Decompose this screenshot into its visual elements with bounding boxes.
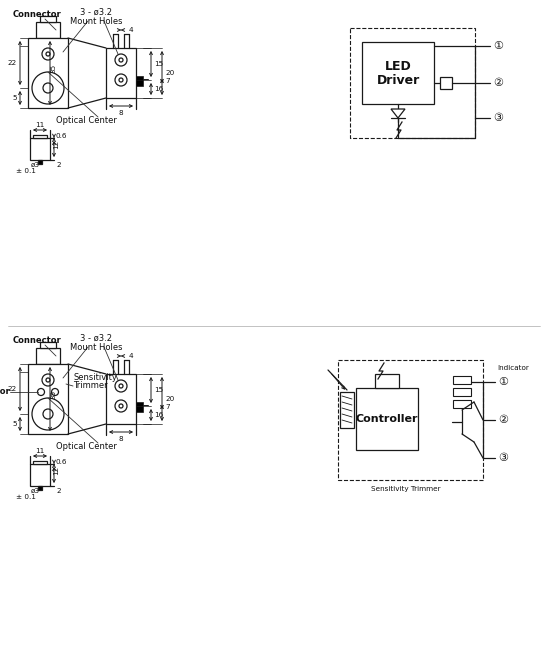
Text: 20: 20 [165, 70, 174, 76]
Text: Controller: Controller [356, 414, 418, 424]
Circle shape [46, 52, 50, 56]
Text: 22: 22 [8, 386, 17, 392]
Text: 11: 11 [35, 122, 45, 128]
Text: 22: 22 [8, 60, 17, 66]
Text: Sensitivity: Sensitivity [73, 373, 117, 382]
Text: Optical Center: Optical Center [55, 116, 116, 125]
Bar [30, 138, 50, 160]
Text: Trimmer: Trimmer [73, 381, 108, 390]
Circle shape [42, 48, 54, 60]
Circle shape [115, 400, 127, 412]
Text: 4: 4 [129, 27, 134, 33]
Bar [38, 160, 42, 164]
Bar [453, 388, 471, 396]
Text: ①: ① [498, 377, 508, 387]
Text: Driver: Driver [376, 74, 419, 86]
Bar [356, 388, 418, 450]
Bar [136, 76, 143, 86]
Circle shape [38, 389, 44, 396]
Circle shape [42, 374, 54, 386]
Circle shape [115, 380, 127, 392]
Circle shape [46, 378, 50, 382]
Bar [36, 348, 60, 364]
Bar [362, 42, 434, 104]
Bar [30, 464, 50, 486]
Text: 16: 16 [154, 412, 164, 418]
Bar [338, 360, 483, 480]
Text: 35: 35 [50, 390, 56, 399]
Text: Optical Center: Optical Center [55, 442, 116, 451]
Circle shape [52, 389, 58, 396]
Circle shape [119, 78, 123, 82]
Text: 15: 15 [154, 61, 164, 67]
Bar [136, 402, 143, 412]
Text: 15: 15 [154, 387, 164, 393]
Polygon shape [391, 109, 405, 118]
Text: 7: 7 [165, 404, 170, 410]
Bar [28, 364, 68, 434]
Text: ± 0.1: ± 0.1 [16, 168, 36, 174]
Circle shape [119, 384, 123, 388]
Text: 16: 16 [154, 86, 164, 92]
Circle shape [119, 58, 123, 62]
Bar [106, 48, 136, 98]
Text: ②: ② [493, 78, 503, 88]
Circle shape [32, 398, 64, 430]
Text: 5: 5 [12, 421, 17, 427]
Text: ③: ③ [498, 453, 508, 463]
Text: 5: 5 [12, 95, 17, 101]
Text: 2: 2 [56, 162, 60, 168]
Text: Connector: Connector [13, 336, 62, 345]
Text: 20: 20 [165, 396, 174, 402]
Text: Mount Holes: Mount Holes [70, 343, 122, 352]
Text: 0.6: 0.6 [56, 460, 68, 466]
Bar [40, 16, 56, 22]
Text: Mount Holes: Mount Holes [70, 17, 122, 26]
Text: 12: 12 [53, 466, 59, 475]
Text: Sensitivity Trimmer: Sensitivity Trimmer [371, 486, 440, 492]
Text: 4: 4 [129, 353, 134, 359]
Text: ③: ③ [493, 113, 503, 123]
Text: ø3: ø3 [31, 488, 40, 494]
Circle shape [43, 83, 53, 93]
Circle shape [119, 404, 123, 408]
Text: ①: ① [493, 41, 503, 51]
Text: 12: 12 [53, 140, 59, 149]
Text: ± 0.1: ± 0.1 [16, 494, 36, 500]
Bar [38, 486, 42, 490]
Text: Indicator: Indicator [497, 365, 529, 371]
Text: ø3: ø3 [31, 162, 40, 168]
Text: 8: 8 [119, 436, 123, 442]
Circle shape [115, 74, 127, 86]
Circle shape [32, 72, 64, 104]
Text: 11: 11 [35, 448, 45, 454]
Bar [350, 28, 475, 138]
Bar [375, 374, 399, 388]
Bar [106, 374, 136, 424]
Bar [33, 135, 47, 138]
Text: 8: 8 [119, 110, 123, 116]
Bar [440, 77, 452, 89]
Text: 2: 2 [56, 488, 60, 494]
Bar [36, 22, 60, 38]
Text: LED: LED [385, 59, 412, 72]
Bar [453, 376, 471, 384]
Bar [40, 342, 56, 348]
Text: ②: ② [498, 415, 508, 425]
Text: 0.6: 0.6 [56, 133, 68, 140]
Bar [453, 400, 471, 408]
Bar [33, 461, 47, 464]
Bar [340, 392, 354, 428]
Text: Indicator: Indicator [0, 387, 10, 396]
Text: 3 - ø3.2: 3 - ø3.2 [80, 8, 112, 17]
Text: Connector: Connector [13, 10, 62, 19]
Text: 3 - ø3.2: 3 - ø3.2 [80, 334, 112, 343]
Bar [28, 38, 68, 108]
Text: 7: 7 [165, 78, 170, 84]
Circle shape [115, 54, 127, 66]
Circle shape [43, 409, 53, 419]
Text: 35: 35 [50, 64, 56, 73]
